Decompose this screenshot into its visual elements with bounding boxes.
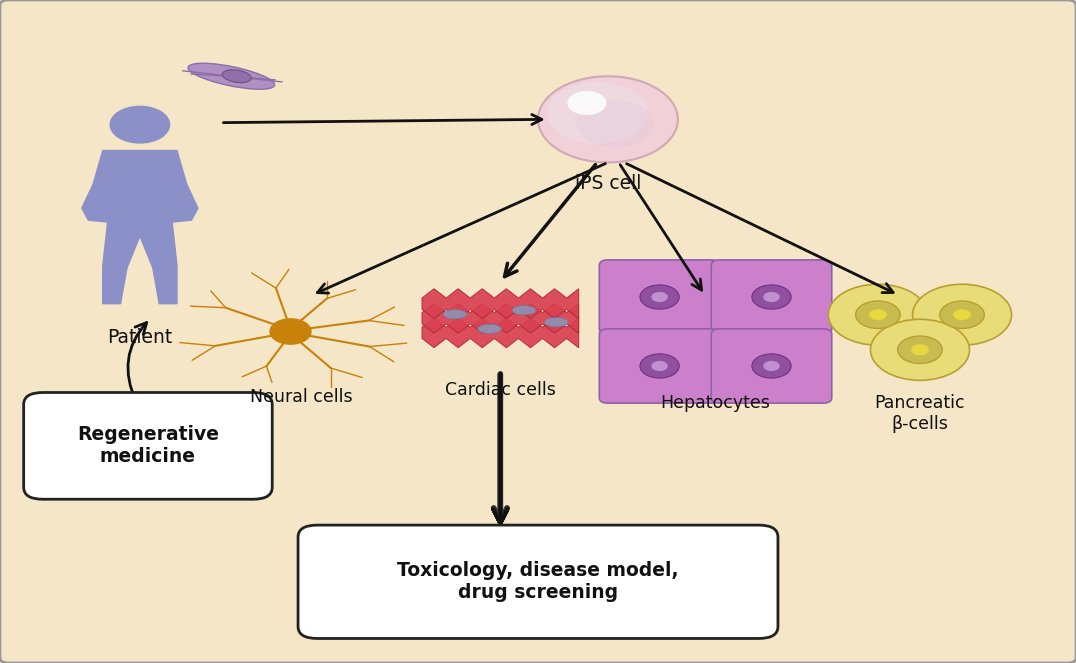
Circle shape: [912, 284, 1011, 345]
Ellipse shape: [544, 318, 568, 327]
Circle shape: [911, 344, 929, 355]
Circle shape: [869, 309, 887, 320]
Circle shape: [752, 354, 791, 378]
Text: Cardiac cells: Cardiac cells: [444, 381, 556, 399]
FancyBboxPatch shape: [599, 260, 720, 334]
Text: Hepatocytes: Hepatocytes: [661, 394, 770, 412]
FancyBboxPatch shape: [298, 525, 778, 638]
Circle shape: [855, 301, 901, 328]
Circle shape: [953, 309, 971, 320]
Text: iPS cell: iPS cell: [575, 174, 641, 193]
FancyBboxPatch shape: [711, 260, 832, 334]
Ellipse shape: [222, 70, 252, 83]
Text: Pancreatic
β-cells: Pancreatic β-cells: [875, 394, 965, 434]
Circle shape: [763, 292, 780, 302]
FancyBboxPatch shape: [24, 392, 272, 499]
Circle shape: [897, 336, 943, 363]
Circle shape: [651, 292, 668, 302]
Text: Neural cells: Neural cells: [250, 388, 353, 406]
Text: Toxicology, disease model,
drug screening: Toxicology, disease model, drug screenin…: [397, 562, 679, 602]
Circle shape: [752, 285, 791, 309]
FancyArrowPatch shape: [128, 323, 146, 402]
Circle shape: [870, 320, 969, 381]
Circle shape: [640, 285, 679, 309]
Ellipse shape: [443, 310, 467, 319]
Circle shape: [829, 284, 928, 345]
Polygon shape: [422, 304, 579, 333]
Ellipse shape: [478, 324, 501, 333]
Circle shape: [577, 100, 653, 147]
Circle shape: [939, 301, 985, 328]
Ellipse shape: [188, 63, 274, 90]
Circle shape: [538, 76, 678, 162]
Ellipse shape: [512, 306, 536, 315]
FancyBboxPatch shape: [711, 329, 832, 403]
Text: Patient: Patient: [108, 328, 172, 347]
Polygon shape: [82, 151, 198, 304]
Polygon shape: [422, 289, 579, 319]
Circle shape: [547, 82, 648, 144]
Circle shape: [763, 361, 780, 371]
Circle shape: [640, 354, 679, 378]
Circle shape: [110, 106, 170, 143]
Circle shape: [651, 361, 668, 371]
Text: Regenerative
medicine: Regenerative medicine: [77, 426, 218, 466]
Circle shape: [270, 319, 311, 344]
Polygon shape: [422, 318, 579, 348]
Circle shape: [567, 91, 607, 115]
FancyBboxPatch shape: [599, 329, 720, 403]
